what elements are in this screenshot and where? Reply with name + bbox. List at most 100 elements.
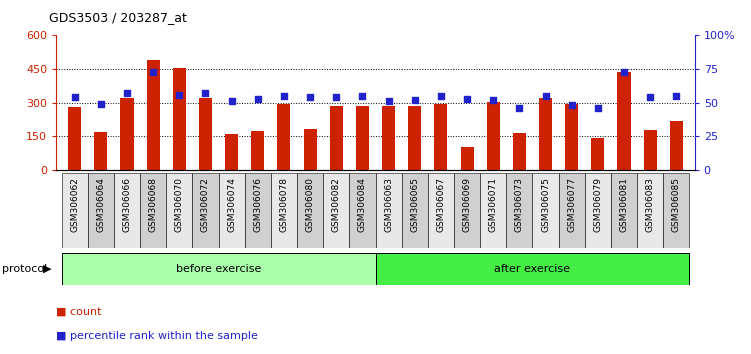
Point	[592, 105, 604, 111]
Bar	[303, 129, 317, 170]
Bar	[591, 138, 605, 170]
Text: GSM306071: GSM306071	[489, 177, 498, 232]
Bar	[199, 98, 212, 170]
Point	[330, 95, 342, 100]
Point	[68, 95, 80, 100]
Point	[618, 69, 630, 75]
Point	[121, 90, 133, 96]
Bar	[428, 173, 454, 248]
Bar	[611, 173, 637, 248]
Text: GSM306068: GSM306068	[149, 177, 158, 232]
Point	[566, 103, 578, 108]
Point	[252, 96, 264, 102]
Bar	[95, 132, 107, 170]
Text: GSM306082: GSM306082	[332, 177, 341, 232]
Bar	[166, 173, 192, 248]
Bar	[382, 106, 395, 170]
Point	[95, 101, 107, 107]
Bar	[271, 173, 297, 248]
Text: GSM306085: GSM306085	[672, 177, 681, 232]
Bar	[62, 253, 376, 285]
Text: GSM306067: GSM306067	[436, 177, 445, 232]
Text: GSM306072: GSM306072	[201, 177, 210, 232]
Text: before exercise: before exercise	[176, 264, 261, 274]
Text: GSM306080: GSM306080	[306, 177, 315, 232]
Text: GSM306074: GSM306074	[227, 177, 236, 232]
Bar	[192, 173, 219, 248]
Point	[461, 96, 473, 102]
Text: ■ percentile rank within the sample: ■ percentile rank within the sample	[56, 331, 258, 341]
Text: GSM306079: GSM306079	[593, 177, 602, 232]
Point	[278, 93, 290, 99]
Point	[357, 93, 369, 99]
Bar	[434, 104, 448, 170]
Bar	[140, 173, 166, 248]
Text: GSM306065: GSM306065	[410, 177, 419, 232]
Bar	[663, 173, 689, 248]
Point	[304, 95, 316, 100]
Bar	[88, 173, 114, 248]
Bar	[114, 173, 140, 248]
Bar	[277, 104, 291, 170]
Bar	[460, 148, 474, 170]
Text: GSM306078: GSM306078	[279, 177, 288, 232]
Text: GSM306063: GSM306063	[384, 177, 393, 232]
Bar	[356, 106, 369, 170]
Bar	[513, 133, 526, 170]
Point	[173, 92, 185, 97]
Bar	[644, 130, 656, 170]
Point	[435, 93, 447, 99]
Bar	[454, 173, 480, 248]
Text: ▶: ▶	[43, 264, 51, 274]
Bar	[330, 107, 342, 170]
Text: GSM306075: GSM306075	[541, 177, 550, 232]
Text: GSM306064: GSM306064	[96, 177, 105, 232]
Bar	[376, 173, 402, 248]
Bar	[566, 104, 578, 170]
Bar	[225, 135, 238, 170]
Bar	[68, 107, 81, 170]
Bar	[585, 173, 611, 248]
Bar	[219, 173, 245, 248]
Bar	[349, 173, 376, 248]
Bar	[539, 97, 552, 170]
Point	[147, 69, 159, 75]
Bar	[297, 173, 323, 248]
Bar	[146, 60, 160, 170]
Text: GSM306069: GSM306069	[463, 177, 472, 232]
Point	[514, 105, 526, 111]
Bar	[173, 68, 185, 170]
Text: GSM306081: GSM306081	[620, 177, 629, 232]
Point	[200, 90, 212, 96]
Bar	[617, 72, 631, 170]
Bar	[487, 102, 499, 170]
Text: GSM306070: GSM306070	[175, 177, 184, 232]
Bar	[402, 173, 428, 248]
Bar	[120, 98, 134, 170]
Bar	[252, 131, 264, 170]
Text: after exercise: after exercise	[494, 264, 571, 274]
Point	[671, 93, 683, 99]
Bar	[532, 173, 559, 248]
Point	[539, 93, 551, 99]
Text: GSM306073: GSM306073	[515, 177, 524, 232]
Bar	[62, 173, 88, 248]
Text: GSM306066: GSM306066	[122, 177, 131, 232]
Bar	[480, 173, 506, 248]
Bar	[506, 173, 532, 248]
Text: ■ count: ■ count	[56, 307, 102, 316]
Bar	[559, 173, 585, 248]
Bar	[376, 253, 689, 285]
Point	[487, 97, 499, 103]
Text: GSM306084: GSM306084	[358, 177, 367, 232]
Bar	[323, 173, 349, 248]
Point	[644, 95, 656, 100]
Bar	[245, 173, 271, 248]
Bar	[637, 173, 663, 248]
Point	[382, 98, 394, 104]
Text: GSM306083: GSM306083	[646, 177, 655, 232]
Text: GSM306076: GSM306076	[253, 177, 262, 232]
Point	[409, 97, 421, 103]
Point	[225, 98, 237, 104]
Text: protocol: protocol	[2, 264, 47, 274]
